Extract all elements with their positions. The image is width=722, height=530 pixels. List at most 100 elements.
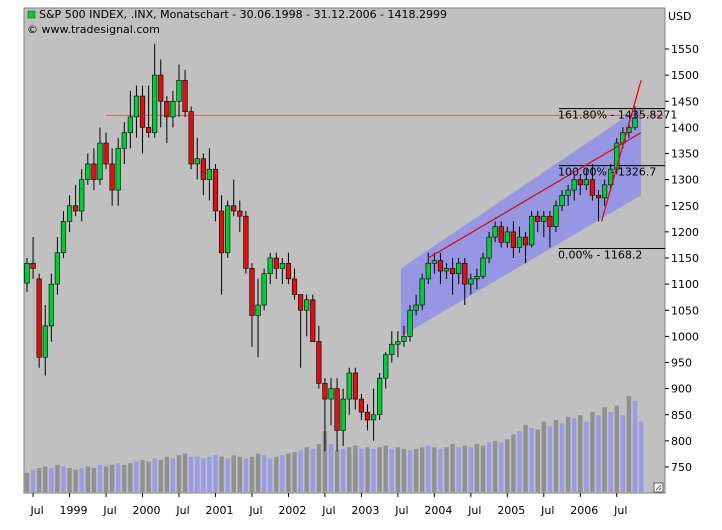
candle-body [437, 260, 444, 272]
volume-bar [188, 456, 194, 492]
candle-body [109, 163, 115, 191]
volume-bar [517, 431, 522, 492]
candle [225, 200, 231, 258]
volume-bar [553, 420, 559, 492]
x-tick-label: Jul [321, 504, 335, 517]
y-tick-label: 800 [671, 435, 692, 448]
volume-bar [365, 447, 370, 492]
candle-body [85, 163, 91, 180]
candle [285, 252, 292, 285]
candle [243, 210, 249, 274]
candle [419, 273, 425, 311]
candle-body [139, 95, 146, 128]
volume-bar [474, 444, 480, 492]
volume-bar [237, 456, 242, 492]
volume-bar [73, 469, 78, 492]
source-label: © www.tradesignal.com [27, 23, 160, 36]
candle [340, 388, 346, 447]
volume-bar [219, 456, 224, 492]
candle [595, 190, 602, 222]
candle [389, 331, 395, 363]
candle-body [36, 278, 42, 358]
volume-bar [274, 456, 279, 492]
volume-bar [328, 444, 334, 492]
candle [516, 226, 523, 253]
candle-body [443, 268, 450, 272]
candle [559, 190, 565, 211]
candle [291, 268, 298, 300]
resize-handle-icon[interactable] [653, 482, 664, 493]
volume-bar [201, 458, 206, 492]
x-tick-label: Jul [394, 504, 408, 517]
volume-bar [146, 461, 151, 492]
candle-body [255, 304, 261, 316]
candle-body [456, 262, 462, 274]
volume-bar [36, 468, 42, 492]
candle [66, 195, 73, 232]
candle-body [328, 388, 334, 400]
volume-bar [426, 445, 431, 492]
x-tick-label: 2003 [351, 504, 379, 517]
volume-bar [316, 444, 322, 492]
volume-bar [91, 468, 97, 492]
candle [383, 352, 389, 389]
candle-body [553, 205, 559, 227]
candle-body [316, 341, 322, 384]
y-tick-label: 1500 [671, 69, 699, 82]
candle [158, 59, 164, 128]
volume-bar [377, 447, 382, 492]
candle-body [334, 388, 340, 431]
fibonacci-label: 0.00% - 1168.2 [558, 248, 642, 261]
candle-body [395, 341, 401, 345]
candle [577, 174, 583, 196]
candle [297, 294, 304, 368]
volume-bar [213, 455, 218, 492]
volume-bar [261, 455, 267, 492]
x-tick-label: Jul [540, 504, 554, 517]
candle-body [510, 231, 517, 248]
candle [85, 153, 91, 185]
candle-body [115, 147, 121, 191]
candle-body [480, 257, 486, 277]
candle-body [54, 252, 60, 285]
candle-body [401, 336, 407, 342]
candle [139, 85, 146, 154]
y-tick-label: 1550 [671, 43, 699, 56]
candle-body [121, 132, 127, 149]
candle-body [188, 111, 194, 165]
volume-bar [486, 442, 492, 492]
candle-body [249, 268, 255, 316]
candle-body [60, 221, 67, 254]
volume-bar [49, 468, 54, 492]
candle [267, 252, 273, 285]
candle-body [91, 163, 97, 180]
volume-bar [353, 445, 358, 492]
volume-bar [590, 412, 595, 492]
candle [194, 137, 200, 180]
x-tick-label: Jul [467, 504, 481, 517]
candle-body [231, 205, 237, 212]
volume-bar [255, 453, 261, 492]
candle [377, 372, 383, 420]
volume-bar [480, 445, 486, 492]
volume-bar [79, 468, 84, 492]
candle [188, 106, 194, 170]
y-tick-label: 1150 [671, 252, 699, 265]
volume-bar [140, 460, 145, 492]
volume-bar [304, 447, 309, 492]
candle-body [304, 299, 310, 311]
candle-body [425, 262, 431, 280]
volume-bar [182, 453, 188, 492]
volume-bar [450, 444, 455, 492]
volume-bar [225, 458, 230, 492]
x-tick-label: 2004 [424, 504, 452, 517]
candle [492, 221, 498, 243]
volume-bar [511, 434, 516, 492]
volume-bar [638, 421, 644, 492]
candle-body [267, 257, 273, 274]
volume-bar [109, 464, 115, 492]
candle-body [462, 262, 468, 285]
volume-bar [61, 466, 66, 492]
candle [474, 268, 480, 290]
candle-body [237, 210, 243, 217]
